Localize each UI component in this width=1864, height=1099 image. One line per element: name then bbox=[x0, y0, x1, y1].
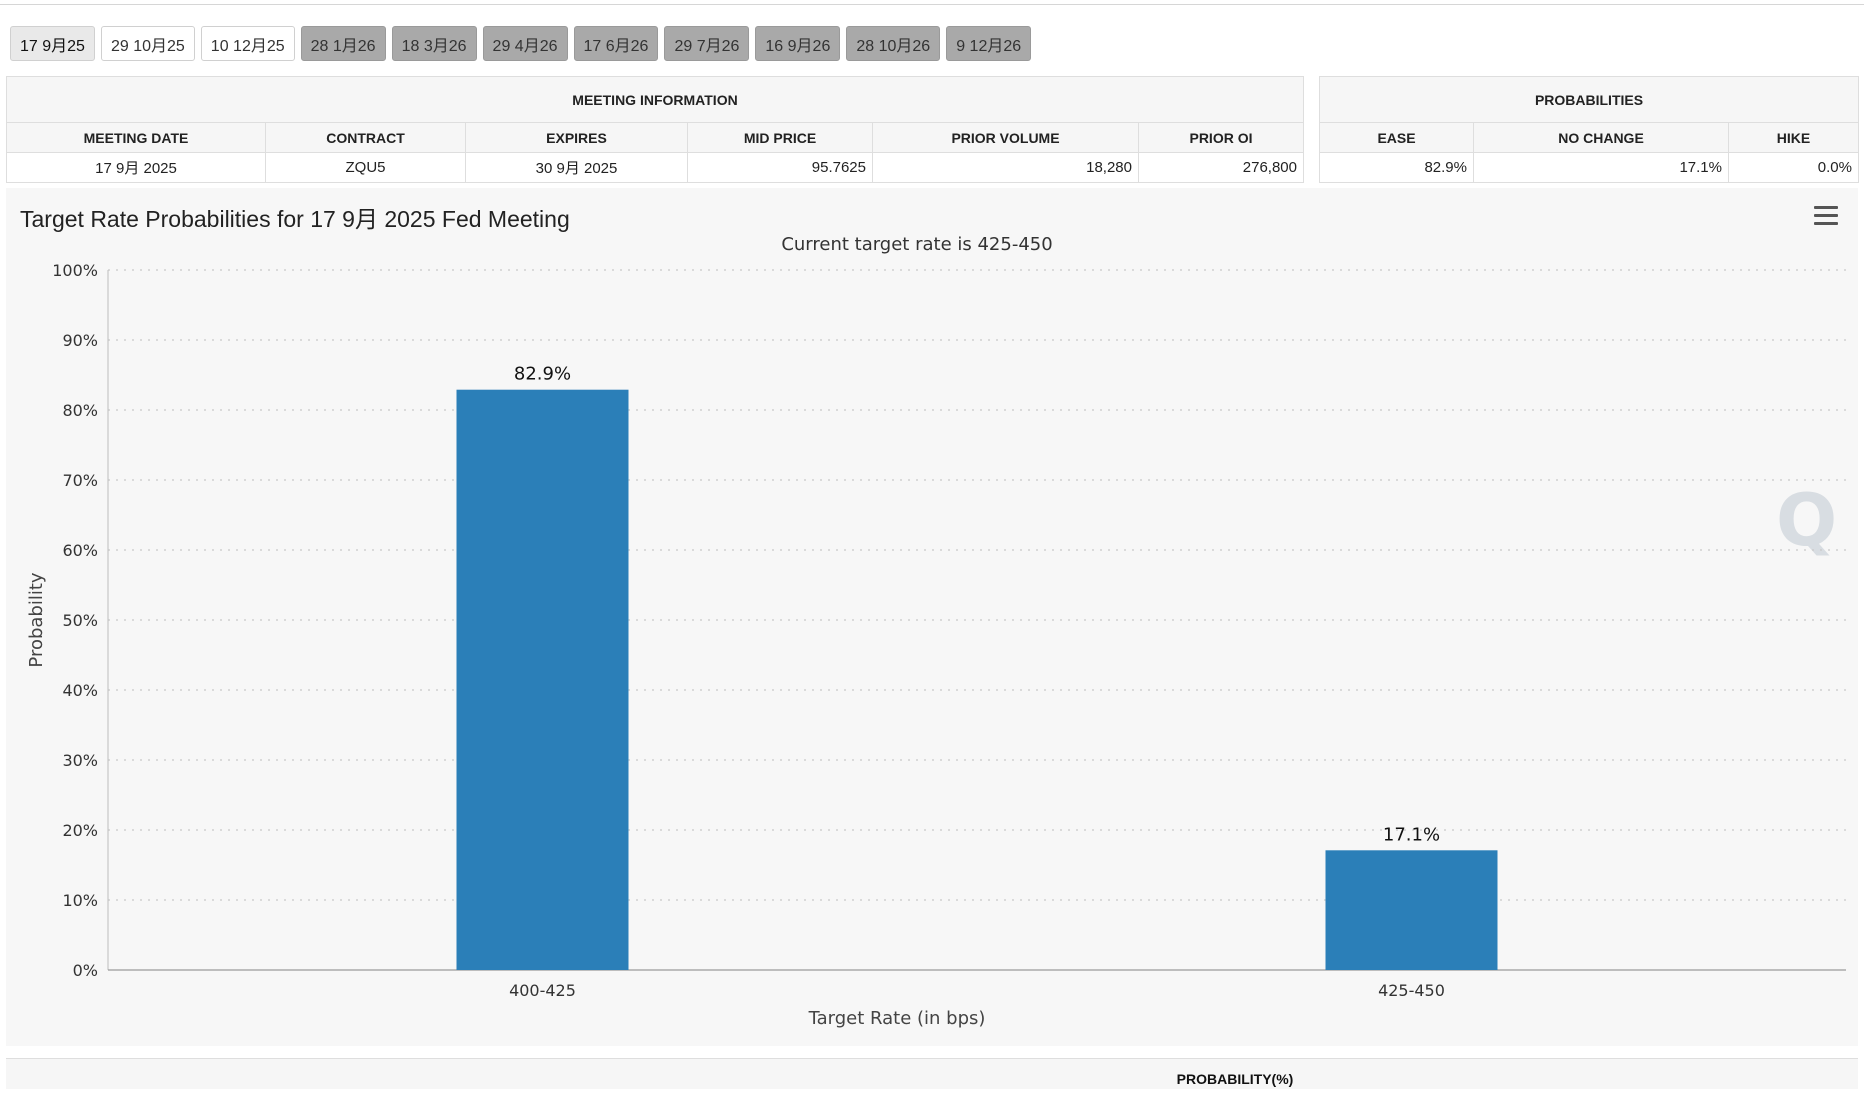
bar-data-label: 82.9% bbox=[514, 364, 571, 385]
bar-data-label: 17.1% bbox=[1383, 824, 1440, 845]
probabilities-title: PROBABILITIES bbox=[1319, 76, 1859, 123]
expires-header: EXPIRES bbox=[465, 122, 688, 153]
probability-table-left-header bbox=[6, 1059, 613, 1089]
x-axis-title: Target Rate (in bps) bbox=[808, 1008, 986, 1029]
meeting-tab[interactable]: 28 1月26 bbox=[300, 26, 386, 61]
meeting-tab[interactable]: 9 12月26 bbox=[946, 26, 1032, 61]
meeting-tab[interactable]: 29 4月26 bbox=[482, 26, 568, 61]
meeting-tabs: 17 9月25 29 10月25 10 12月25 28 1月26 18 3月26 29 … bbox=[10, 26, 1032, 61]
probabilities-table: PROBABILITIES EASE NO CHANGE HIKE 82.9% … bbox=[1319, 76, 1859, 183]
meeting-tab[interactable]: 29 10月25 bbox=[100, 26, 195, 61]
meeting-tab[interactable]: 18 3月26 bbox=[391, 26, 477, 61]
y-axis-title: Probability bbox=[26, 572, 47, 667]
y-tick-label: 50% bbox=[62, 611, 98, 630]
chart-panel: Target Rate Probabilities for 17 9月 2025… bbox=[6, 188, 1858, 1046]
meeting-date-cell: 17 9月 2025 bbox=[6, 152, 266, 183]
ease-header: EASE bbox=[1319, 122, 1474, 153]
mid-price-header: MID PRICE bbox=[687, 122, 873, 153]
table-row: 17 9月 2025 ZQU5 30 9月 2025 95.7625 18,28… bbox=[6, 152, 1304, 183]
prior-volume-cell: 18,280 bbox=[872, 152, 1139, 183]
probability-table-stub: PROBABILITY(%) bbox=[6, 1058, 1858, 1089]
expires-cell: 30 9月 2025 bbox=[465, 152, 688, 183]
y-tick-label: 0% bbox=[73, 961, 98, 980]
meeting-information-table: MEETING INFORMATION MEETING DATE CONTRAC… bbox=[6, 76, 1304, 183]
meeting-tab[interactable]: 29 7月26 bbox=[664, 26, 750, 61]
x-tick-label: 425-450 bbox=[1378, 981, 1445, 1000]
hike-header: HIKE bbox=[1728, 122, 1859, 153]
bar bbox=[1325, 850, 1498, 970]
y-tick-label: 40% bbox=[62, 681, 98, 700]
contract-cell: ZQU5 bbox=[265, 152, 466, 183]
y-tick-label: 20% bbox=[62, 821, 98, 840]
no-change-header: NO CHANGE bbox=[1473, 122, 1729, 153]
ease-cell: 82.9% bbox=[1319, 152, 1474, 183]
top-divider bbox=[0, 4, 1864, 5]
meeting-tab[interactable]: 16 9月26 bbox=[755, 26, 841, 61]
no-change-cell: 17.1% bbox=[1473, 152, 1729, 183]
y-tick-label: 10% bbox=[62, 891, 98, 910]
mid-price-cell: 95.7625 bbox=[687, 152, 873, 183]
bar-chart: Current target rate is 425-450 0% 10% 20% 30… bbox=[26, 234, 1846, 1029]
meeting-date-header: MEETING DATE bbox=[6, 122, 266, 153]
hamburger-menu-icon[interactable] bbox=[1814, 206, 1838, 226]
y-tick-label: 70% bbox=[62, 471, 98, 490]
y-tick-label: 60% bbox=[62, 541, 98, 560]
meeting-tab[interactable]: 17 9月25 bbox=[10, 26, 95, 61]
meeting-information-title: MEETING INFORMATION bbox=[6, 76, 1304, 123]
contract-header: CONTRACT bbox=[265, 122, 466, 153]
y-tick-label: 90% bbox=[62, 331, 98, 350]
prior-oi-cell: 276,800 bbox=[1138, 152, 1304, 183]
meeting-tab[interactable]: 17 6月26 bbox=[573, 26, 659, 61]
y-tick-label: 80% bbox=[62, 401, 98, 420]
meeting-tab[interactable]: 10 12月25 bbox=[200, 26, 295, 61]
chart-subtitle: Current target rate is 425-450 bbox=[781, 234, 1052, 255]
watermark-logo-icon: Q bbox=[1776, 478, 1838, 562]
prior-volume-header: PRIOR VOLUME bbox=[872, 122, 1139, 153]
chart-title: Target Rate Probabilities for 17 9月 2025… bbox=[20, 206, 570, 232]
x-tick-label: 400-425 bbox=[509, 981, 576, 1000]
hike-cell: 0.0% bbox=[1728, 152, 1859, 183]
prior-oi-header: PRIOR OI bbox=[1138, 122, 1304, 153]
probability-percent-header: PROBABILITY(%) bbox=[612, 1059, 1858, 1089]
bar bbox=[456, 389, 629, 970]
table-row: 82.9% 17.1% 0.0% bbox=[1319, 152, 1859, 183]
y-tick-label: 100% bbox=[52, 261, 98, 280]
y-tick-label: 30% bbox=[62, 751, 98, 770]
meeting-tab[interactable]: 28 10月26 bbox=[846, 26, 941, 61]
